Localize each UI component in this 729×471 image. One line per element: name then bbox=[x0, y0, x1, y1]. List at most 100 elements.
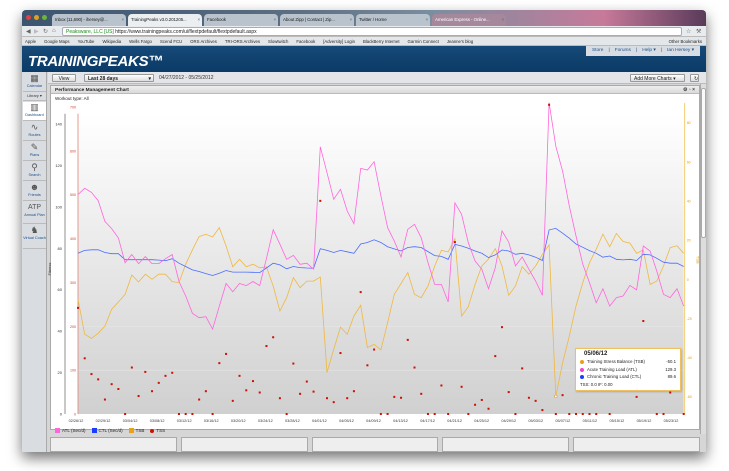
tss-point bbox=[534, 399, 537, 402]
browser-tab[interactable]: Inbox (11,690) - ihersey@... × bbox=[52, 14, 126, 26]
bookmark[interactable]: Facebook bbox=[296, 39, 316, 44]
sidebar-item-virtual-coach[interactable]: ♞ Virtual Coach bbox=[23, 225, 46, 249]
x-tick-label: 05/11/12 bbox=[583, 419, 598, 423]
bookmark[interactable]: Wikipedia bbox=[102, 39, 122, 44]
add-more-charts-button[interactable]: Add More Charts ▾ bbox=[630, 74, 685, 82]
close-tab-icon[interactable]: × bbox=[501, 17, 504, 22]
legend-tss[interactable]: TSS bbox=[150, 428, 165, 433]
dashboard-icon: ▥ bbox=[30, 102, 39, 112]
bookmark[interactable]: Google Maps bbox=[44, 39, 70, 44]
close-window-button[interactable] bbox=[26, 15, 31, 20]
bookmark[interactable]: Jeanne's blog bbox=[446, 39, 474, 44]
legend-atl[interactable]: ATL (Sec/d) bbox=[55, 428, 86, 434]
close-tab-icon[interactable]: × bbox=[121, 17, 124, 22]
url-input[interactable]: Peaksware, LLC [US] https://www.training… bbox=[62, 27, 682, 36]
home-icon[interactable]: ⌂ bbox=[52, 28, 56, 34]
tss-tick-label: 100 bbox=[70, 369, 76, 373]
y-axis-title: Fitness bbox=[47, 263, 52, 276]
help-menu[interactable]: Help ▾ bbox=[642, 48, 656, 53]
back-icon[interactable]: ◀ bbox=[26, 29, 31, 35]
chart-panel-collapsed[interactable] bbox=[180, 437, 308, 452]
browser-tab[interactable]: About Zipp | Contact | Zip... × bbox=[280, 14, 354, 26]
sidebar-item-calendar[interactable]: ▦ Calendar bbox=[23, 73, 46, 92]
x-tick-label: 04/17/12 bbox=[420, 419, 435, 423]
x-tick-label: 03/08/12 bbox=[150, 419, 165, 423]
tss-point bbox=[682, 413, 685, 415]
browser-tab[interactable]: Facebook × bbox=[204, 14, 278, 26]
dashboard-toolbar: View Last 28 days ▾ 04/27/2012 - 05/25/20… bbox=[48, 72, 706, 84]
tss-point bbox=[110, 383, 113, 386]
bookmark-star-icon[interactable]: ☆ bbox=[686, 29, 692, 35]
zoom-window-button[interactable] bbox=[42, 15, 47, 20]
forward-icon[interactable]: ▶ bbox=[34, 29, 39, 35]
tss-point bbox=[642, 320, 645, 323]
divider: | bbox=[635, 48, 638, 53]
trainingpeaks-logo[interactable]: TRAININGPEAKS™ bbox=[28, 53, 163, 70]
panel-title: Performance Management Chart ⚙ ▫ × bbox=[51, 86, 699, 94]
sidebar-item-library[interactable]: Library ▾ bbox=[23, 93, 46, 101]
chart-panel-collapsed[interactable] bbox=[573, 437, 700, 452]
sidebar-item-dashboard[interactable]: ▥ Dashboard bbox=[23, 102, 46, 121]
close-tab-icon[interactable]: × bbox=[425, 17, 428, 22]
bookmark[interactable]: Garmin Connect bbox=[407, 39, 439, 44]
browser-tab-active[interactable]: TrainingPeaks v3.0.201205... × bbox=[128, 14, 202, 26]
tss-point bbox=[581, 413, 584, 415]
scrollbar-thumb[interactable] bbox=[701, 88, 706, 238]
sidebar-item-friends[interactable]: ☻ Friends bbox=[23, 182, 46, 201]
close-tab-icon[interactable]: × bbox=[273, 17, 276, 22]
close-tab-icon[interactable]: × bbox=[197, 17, 200, 22]
chart-panel-collapsed[interactable] bbox=[50, 437, 177, 452]
tss-point bbox=[278, 397, 281, 400]
tss-point bbox=[130, 366, 133, 369]
other-bookmarks[interactable]: Other Bookmarks bbox=[668, 39, 702, 44]
sidebar-item-routes[interactable]: ∿ Routes bbox=[23, 122, 46, 141]
chart-panel-collapsed[interactable] bbox=[311, 437, 439, 452]
wrench-icon[interactable]: ⚒ bbox=[696, 29, 702, 35]
tss-point bbox=[164, 374, 167, 377]
address-toolbar: ◀ ▶ ↻ ⌂ Peaksware, LLC [US] https://www.… bbox=[22, 26, 706, 37]
tss-point bbox=[561, 394, 564, 397]
refresh-button[interactable]: ↻ bbox=[690, 74, 699, 82]
bookmark[interactable]: BlackBerry Internet bbox=[362, 39, 400, 44]
reload-icon[interactable]: ↻ bbox=[43, 29, 49, 35]
legend-tsb[interactable]: TSB bbox=[128, 428, 144, 434]
bookmark[interactable]: Wells Fargo bbox=[129, 39, 152, 44]
browser-tab[interactable]: Twitter / Home × bbox=[356, 14, 430, 26]
window-controls bbox=[26, 15, 47, 20]
bookmark[interactable]: ORS Archives bbox=[190, 39, 217, 44]
bookmark[interactable]: YouTube bbox=[77, 39, 95, 44]
x-tick-label: 03/28/12 bbox=[285, 419, 300, 423]
tss-point bbox=[447, 413, 450, 415]
tss-point bbox=[326, 397, 329, 400]
bookmark[interactable]: Slowtwitch bbox=[268, 39, 289, 44]
store-link[interactable]: Store bbox=[591, 48, 604, 53]
x-tick-label: 05/15/12 bbox=[610, 419, 625, 423]
tsb-tick-label: -20 bbox=[687, 317, 692, 321]
sidebar-label: Library ▾ bbox=[27, 94, 42, 98]
x-tick-label: 03/12/12 bbox=[177, 419, 192, 423]
user-menu[interactable]: Ian Hersey ▾ bbox=[667, 48, 694, 53]
bookmark[interactable]: TRI-ORS Archives bbox=[224, 39, 261, 44]
x-tick-label: 05/07/12 bbox=[555, 419, 570, 423]
sidebar-item-search[interactable]: ⚲ Search bbox=[23, 162, 46, 181]
browser-tab[interactable]: American Express - Online... × bbox=[432, 14, 506, 26]
close-tab-icon[interactable]: × bbox=[349, 17, 352, 22]
date-range-select[interactable]: Last 28 days ▾ bbox=[84, 74, 154, 82]
sidebar-item-annual-plan[interactable]: ATP Annual Plan bbox=[23, 202, 46, 224]
scrollbar[interactable] bbox=[700, 84, 706, 434]
tss-point bbox=[655, 413, 658, 415]
x-tick-label: 04/13/12 bbox=[393, 419, 408, 423]
bookmark[interactable]: Apple bbox=[25, 39, 36, 44]
sidebar-item-plans[interactable]: ✎ Plans bbox=[23, 142, 46, 161]
workout-type: Workout type: All bbox=[55, 96, 89, 101]
chart-panel-collapsed[interactable] bbox=[442, 437, 570, 452]
minimize-window-button[interactable] bbox=[34, 15, 39, 20]
legend-ctl[interactable]: CTL (Sec/d) bbox=[91, 428, 123, 434]
x-tick-label: 05/23/12 bbox=[664, 419, 679, 423]
panel-controls[interactable]: ⚙ ▫ × bbox=[683, 87, 695, 93]
view-button[interactable]: View bbox=[52, 74, 76, 82]
forums-link[interactable]: Forums bbox=[614, 48, 631, 53]
bookmark[interactable]: Scend FCU bbox=[159, 39, 183, 44]
bookmark[interactable]: [Adversity] Login bbox=[323, 39, 355, 44]
x-tick-label: 04/25/12 bbox=[474, 419, 489, 423]
